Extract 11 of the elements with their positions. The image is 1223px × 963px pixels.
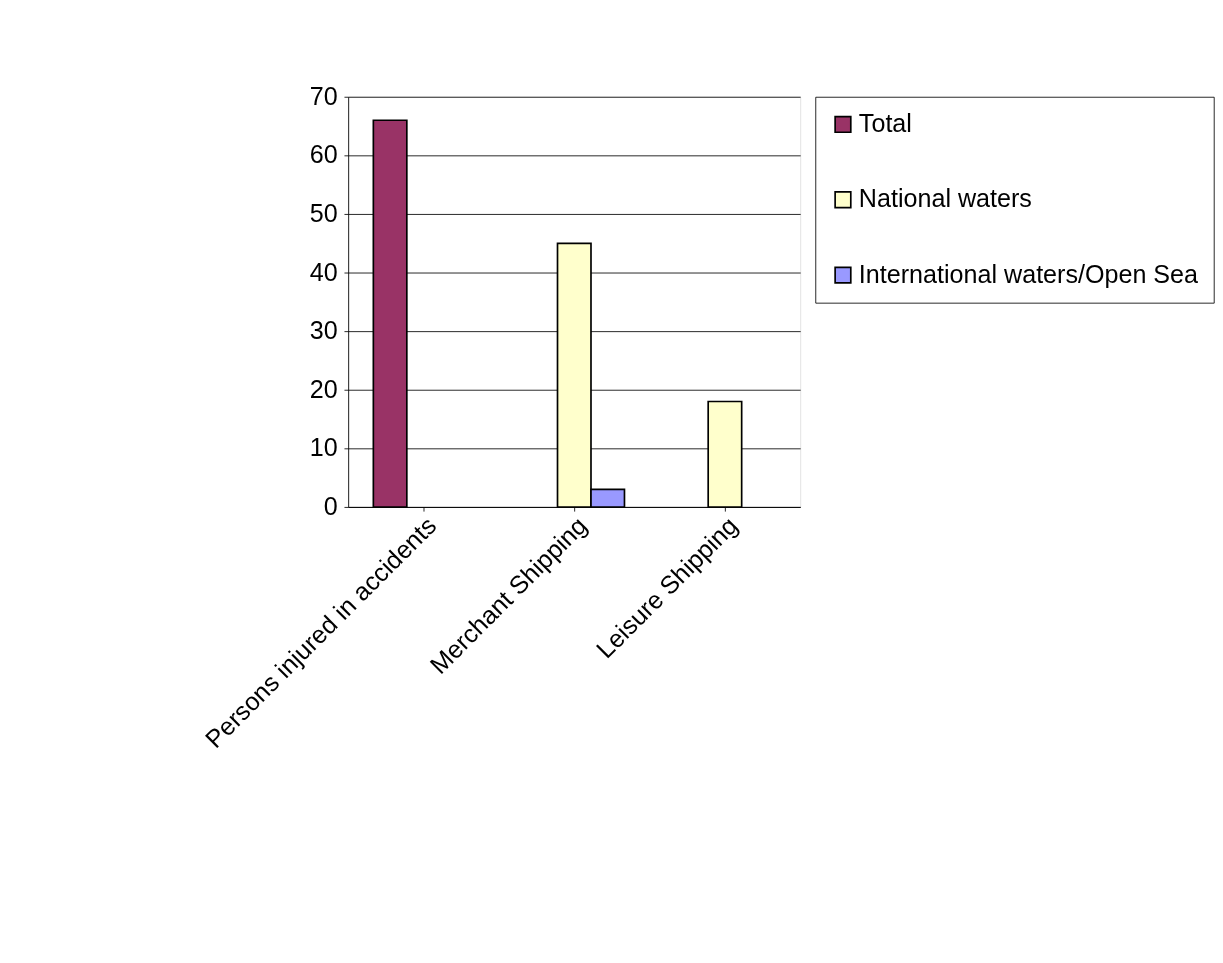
y-tick-label: 10 <box>309 433 338 462</box>
y-tick-label: 40 <box>309 257 338 286</box>
y-tick-label: 60 <box>309 140 338 169</box>
y-tick-label: 0 <box>323 491 338 520</box>
y-tick-label: 50 <box>309 198 338 227</box>
y-tick-label: 30 <box>309 316 338 345</box>
legend-label: National waters <box>858 184 1032 213</box>
legend-label: International waters/Open Sea <box>858 259 1199 288</box>
legend-label: Total <box>858 108 912 137</box>
y-tick-label: 70 <box>309 81 338 110</box>
y-tick-label: 20 <box>309 374 338 403</box>
